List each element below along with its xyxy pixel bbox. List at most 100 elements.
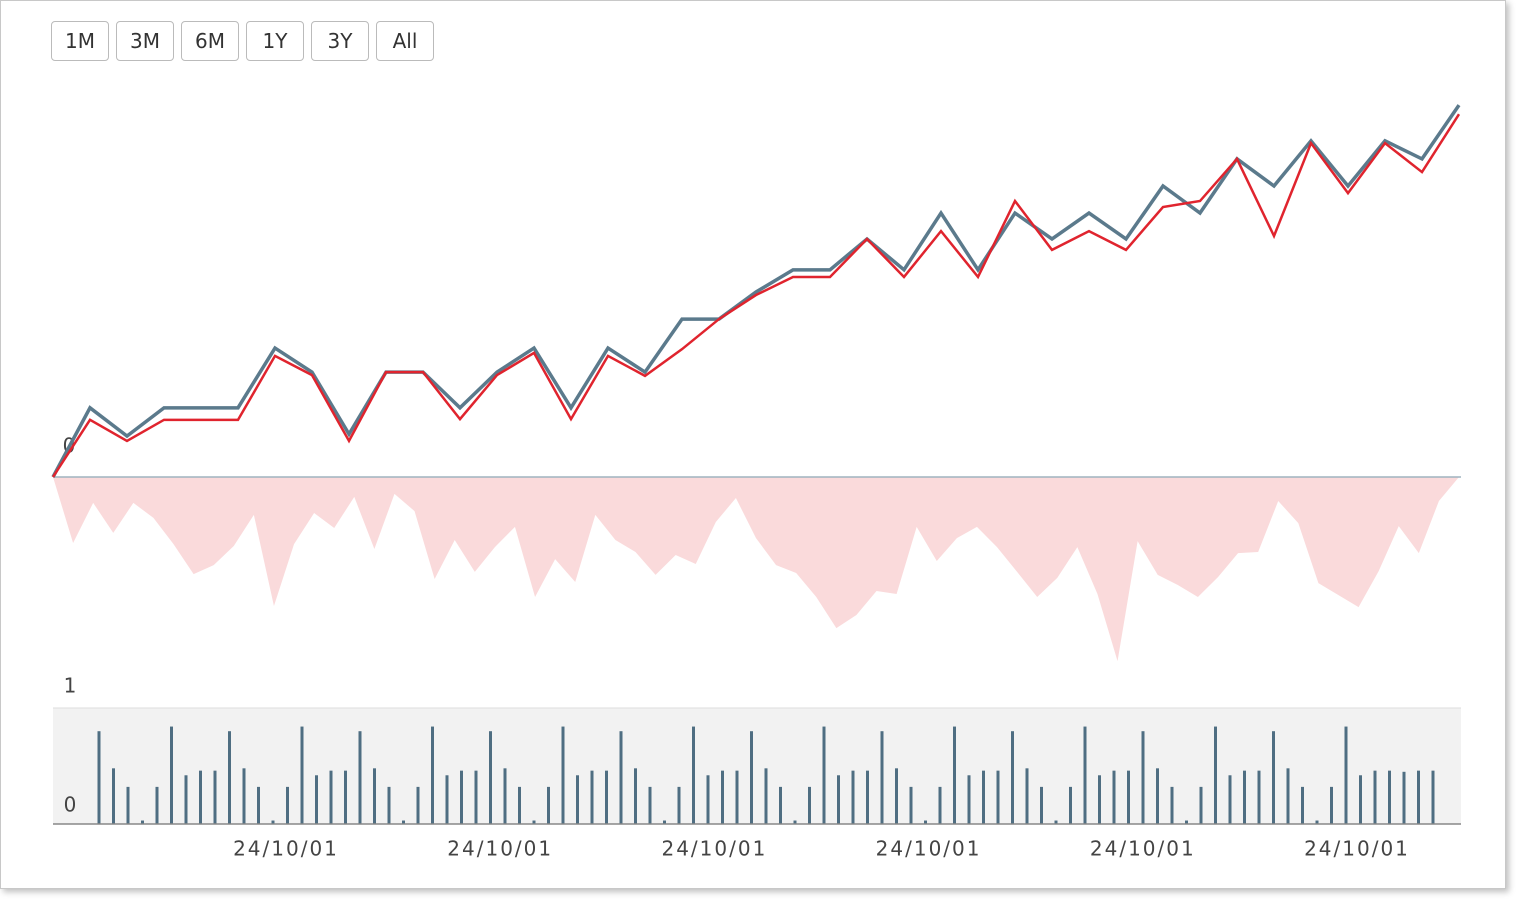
bar [1098,775,1101,824]
bar [1359,775,1362,824]
bar [329,770,333,824]
bar [97,731,101,824]
bar [1127,770,1130,824]
bar [242,768,246,824]
bar [677,786,681,824]
bar [1301,786,1304,824]
bar [634,768,637,824]
x-tick-label: 24/10/01 [661,837,767,861]
bar [982,770,985,824]
bar [155,786,159,824]
bar [141,820,144,824]
bar [344,770,347,824]
bar [1112,770,1116,824]
bar [576,775,579,824]
bar [822,726,826,824]
range-button[interactable]: 6M [181,21,239,61]
bar [547,786,550,824]
bar [199,770,202,824]
bar [590,770,594,824]
bar [460,770,463,824]
bar [1025,768,1029,824]
bar [489,731,492,824]
series-line [51,113,1461,478]
bar [1417,770,1420,824]
y-tick-label: 1 [64,674,77,698]
bar [474,770,478,824]
bar [1228,775,1232,824]
bar [213,770,217,824]
bar [996,770,1000,824]
bar [764,768,768,824]
bar [750,731,753,824]
bar [271,820,275,824]
range-button[interactable]: 1M [51,21,109,61]
drawdown-area [53,477,1459,662]
bar [402,820,405,824]
x-tick-label: 24/10/01 [233,837,339,861]
bar [1083,726,1087,824]
bar [112,768,115,824]
bar [938,786,942,824]
range-button[interactable]: 1Y [246,21,304,61]
bar [619,731,623,824]
bar [924,820,927,824]
chart-card: 1M 3M 6M 1Y 3Y All 0 0 1 24/10/01 24/10/01 24/10/0… [0,0,1506,889]
bar [692,726,695,824]
x-tick-label: 24/10/01 [447,837,553,861]
bar [286,786,289,824]
bar [1156,768,1159,824]
bar [1388,770,1391,824]
bar [779,786,782,824]
bar [170,726,173,824]
bar-panel [53,708,1461,824]
bar [1402,771,1406,824]
bar [1141,731,1145,824]
bar [866,770,869,824]
bar [416,786,420,824]
bar [1214,726,1217,824]
bar [1054,820,1058,824]
x-tick-label: 24/10/01 [1090,837,1196,861]
bar [1330,786,1333,824]
bar [300,726,304,824]
bar [126,786,130,824]
bar [605,770,608,824]
bar [518,786,521,824]
bar [1344,726,1348,824]
bar [387,786,391,824]
bar [503,768,507,824]
bar [648,786,652,824]
bar [1199,786,1203,824]
bar [1286,768,1290,824]
bar [895,768,898,824]
bar [445,775,449,824]
bar [431,726,434,824]
bar [561,726,565,824]
bar [880,731,884,824]
bar [532,820,536,824]
bar [793,820,797,824]
bar [1185,820,1188,824]
range-button[interactable]: All [376,21,434,61]
bar [706,775,710,824]
range-button[interactable]: 3Y [311,21,369,61]
bar [358,731,362,824]
y-tick-label: 0 [64,793,77,817]
bar [315,775,318,824]
range-button[interactable]: 3M [116,21,174,61]
bar [1170,786,1174,824]
bar [1272,731,1275,824]
bar [837,775,840,824]
bar [257,786,260,824]
series-line [51,104,1461,478]
x-tick-label: 24/10/01 [876,837,982,861]
bar [953,726,956,824]
bar [1315,820,1319,824]
bar [228,731,231,824]
bar [808,786,811,824]
bar [909,786,913,824]
bar [1431,770,1435,824]
bar [735,770,739,824]
bar [721,770,724,824]
